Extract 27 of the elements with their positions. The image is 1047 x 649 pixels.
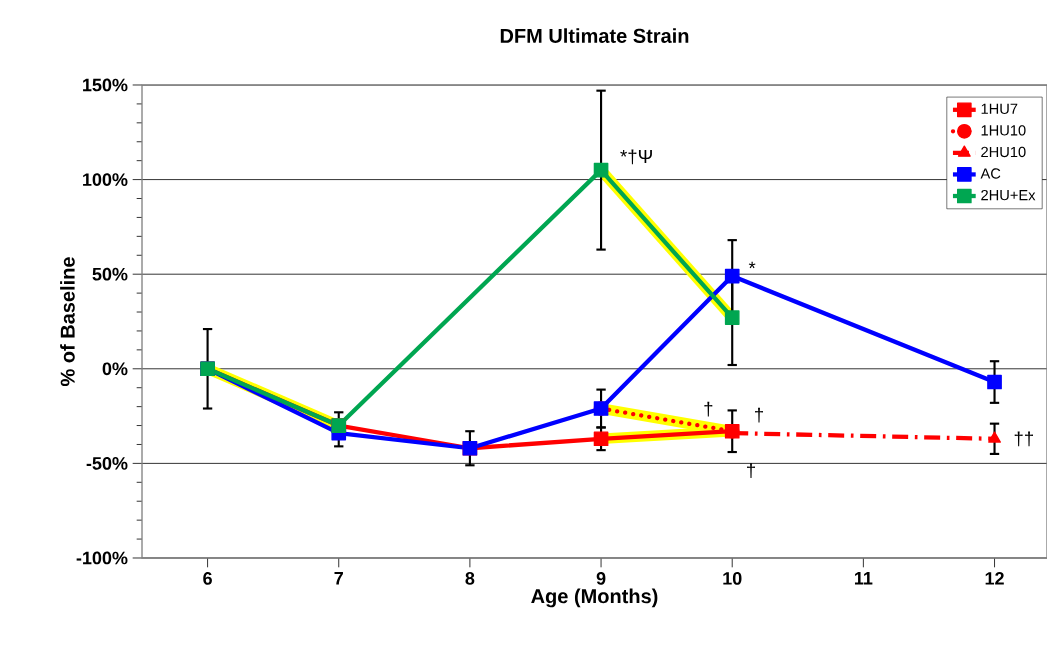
annotation: † xyxy=(704,401,713,417)
legend-label: 1HU7 xyxy=(981,103,1018,114)
x-tick-label: 9 xyxy=(596,572,606,585)
x-axis-title: Age (Months) xyxy=(531,588,658,608)
legend-label: 1HU10 xyxy=(981,125,1026,136)
annotation: *†Ψ xyxy=(620,149,652,165)
x-tick-label: 12 xyxy=(985,572,1004,585)
legend-label: AC xyxy=(980,168,1001,179)
y-axis-title: % of Baseline xyxy=(60,257,75,387)
annotation: * xyxy=(748,261,756,269)
x-tick-label: 10 xyxy=(723,572,742,585)
y-tick-label: 0% xyxy=(102,362,128,376)
annotation: † xyxy=(747,463,755,479)
x-tick-label: 8 xyxy=(465,572,475,585)
legend-label: 2HU10 xyxy=(981,146,1026,158)
annotation: † xyxy=(755,407,763,423)
y-tick-label: -100% xyxy=(76,551,128,565)
legend-label: 2HU+Ex xyxy=(981,189,1036,201)
y-tick-label: 50% xyxy=(92,267,128,281)
chart-title: DFM Ultimate Strain xyxy=(500,28,689,43)
y-tick-label: 100% xyxy=(83,173,128,186)
x-tick-label: 6 xyxy=(203,572,212,585)
annotation: †† xyxy=(1014,431,1033,447)
x-tick-label: 7 xyxy=(334,572,343,585)
x-tick-label: 11 xyxy=(854,572,873,585)
y-tick-label: 150% xyxy=(83,78,128,92)
y-tick-label: -50% xyxy=(86,457,128,470)
